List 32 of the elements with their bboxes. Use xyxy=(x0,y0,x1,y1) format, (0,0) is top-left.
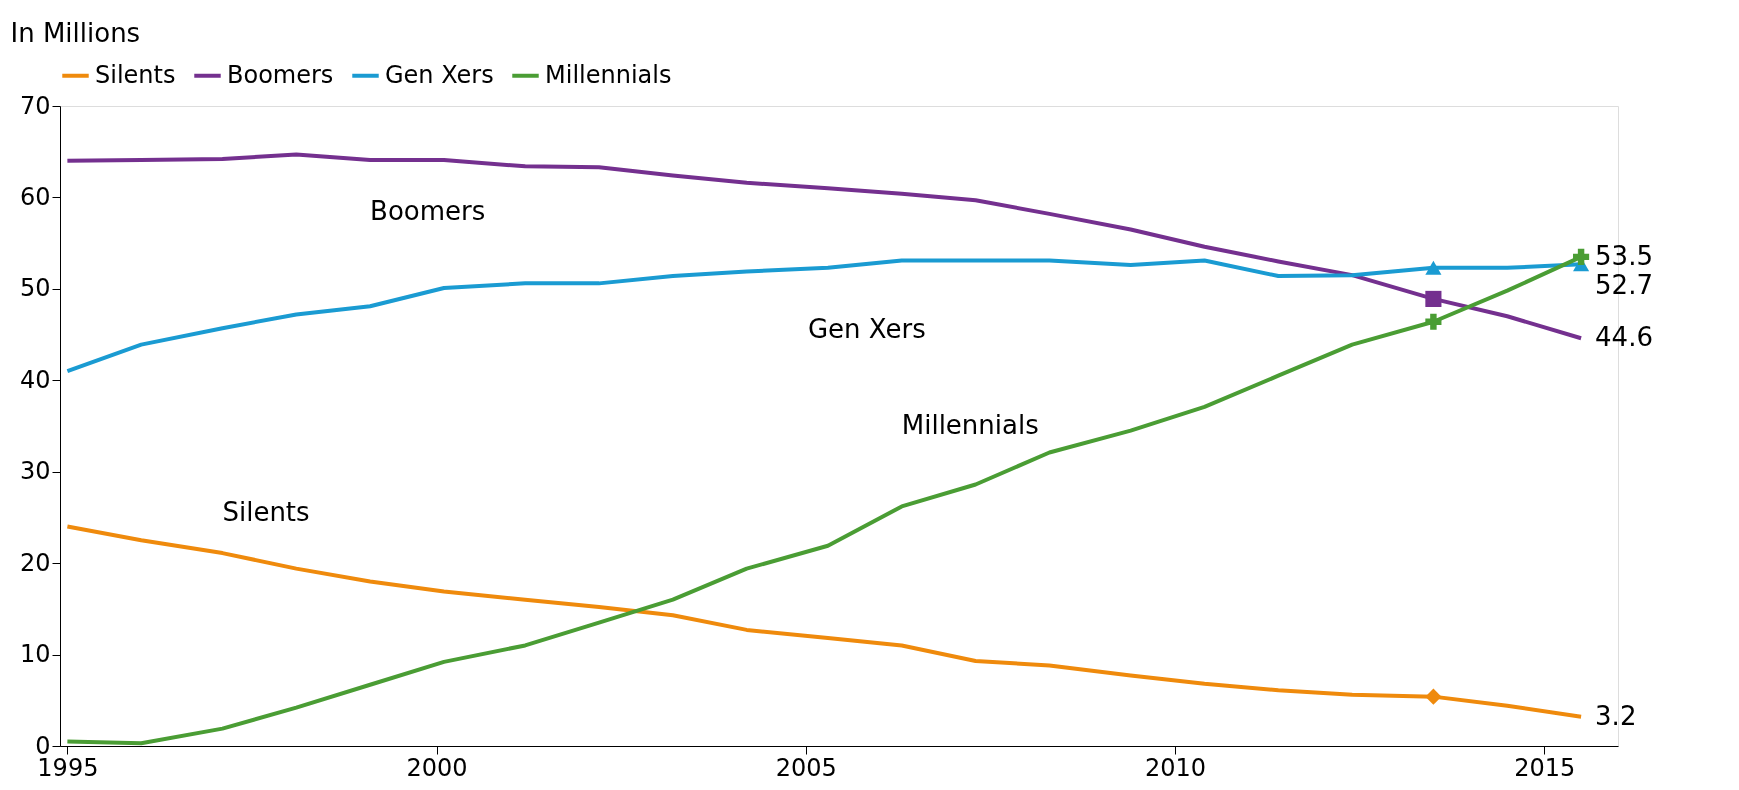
text: Millennials xyxy=(901,410,1039,441)
x-tick-label: 2015 xyxy=(1514,753,1576,782)
y-tick-label: 30 xyxy=(19,457,51,486)
data-label: 52.7 xyxy=(1595,270,1653,301)
text: Silents xyxy=(222,497,310,528)
point xyxy=(1425,688,1442,705)
point xyxy=(1573,248,1590,265)
x-tick-label: 2000 xyxy=(406,753,468,782)
point xyxy=(1425,260,1442,275)
text: Boomers xyxy=(370,195,486,226)
line-series xyxy=(65,152,1584,341)
y-tick-label: 10 xyxy=(19,640,51,669)
y-tick-label: 40 xyxy=(19,365,51,394)
y-tick-label: 50 xyxy=(19,274,51,303)
data-label: 44.6 xyxy=(1595,322,1653,353)
point xyxy=(1425,313,1442,330)
legend-label: Silents xyxy=(95,60,176,89)
point xyxy=(1425,290,1442,307)
text: Gen Xers xyxy=(807,313,926,344)
line-series xyxy=(65,524,1584,719)
x-tick-label: 2005 xyxy=(775,753,837,782)
data-label: 3.2 xyxy=(1595,700,1637,731)
legend-label: Boomers xyxy=(227,60,334,89)
x-tick-label: 1995 xyxy=(37,753,99,782)
y-tick-label: 20 xyxy=(19,548,51,577)
y-tick-label: 70 xyxy=(19,91,51,120)
legend-label: Millennials xyxy=(545,60,672,89)
x-tick-label: 2010 xyxy=(1144,753,1207,782)
data-label: 53.5 xyxy=(1595,240,1653,271)
y-axis-title: In Millions xyxy=(10,17,141,48)
legend-label: Gen Xers xyxy=(385,60,494,89)
y-tick-label: 60 xyxy=(19,182,51,211)
